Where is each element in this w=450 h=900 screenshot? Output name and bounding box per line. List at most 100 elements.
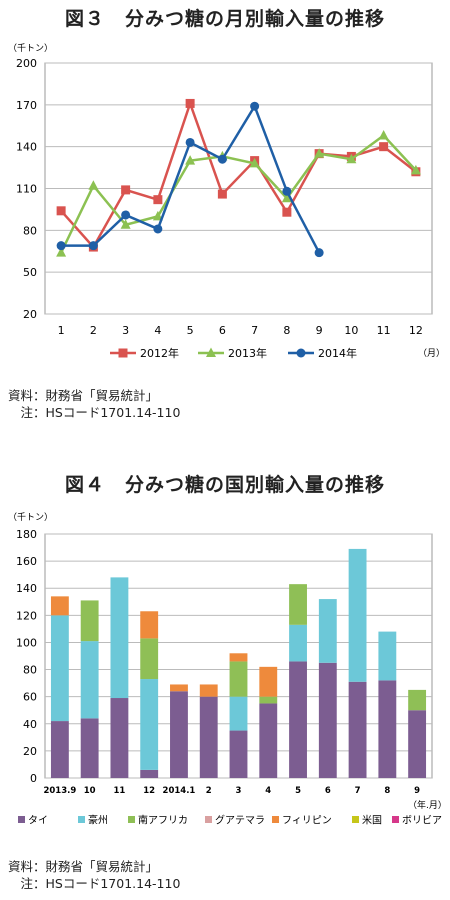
x-tick-label: 4 — [265, 786, 271, 796]
bar-segment-豪州 — [140, 679, 159, 770]
bar-segment-タイ — [110, 698, 129, 778]
legend-swatch — [128, 816, 135, 823]
x-tick-label: 7 — [355, 786, 361, 796]
bar-segment-タイ — [289, 661, 307, 778]
bar-segment-タイ — [259, 703, 278, 778]
x-tick-label: 10 — [344, 324, 358, 337]
x-tick-label: 7 — [251, 324, 258, 337]
legend-label: 豪州 — [88, 814, 108, 827]
x-tick-label: 12 — [409, 324, 423, 337]
x-tick-label: 3 — [236, 786, 242, 796]
data-point-2012年 — [379, 142, 389, 152]
data-point-2014年 — [217, 154, 227, 164]
bar-segment-豪州 — [50, 615, 69, 722]
series-line-2 — [59, 133, 417, 254]
data-point-2013年 — [249, 157, 260, 168]
bar-segment-南アフリカ — [289, 584, 307, 625]
bar-segment-タイ — [80, 718, 99, 778]
y-tick-label: 40 — [23, 718, 37, 731]
data-point-2013年 — [410, 164, 421, 175]
data-point-2012年 — [56, 206, 66, 216]
legend-label: フィリピン — [282, 815, 332, 827]
y-axis-label: （千トン） — [8, 43, 53, 54]
x-tick-label: 8 — [384, 786, 390, 796]
data-point-2014年 — [314, 248, 324, 258]
legend-swatch — [392, 816, 399, 823]
bar-segment-フィリピン — [259, 666, 278, 697]
x-axis-label: （月） — [418, 348, 445, 359]
y-tick-label: 80 — [23, 224, 37, 237]
data-point-2013年 — [120, 219, 131, 229]
x-tick-label: 2014.1 — [163, 786, 196, 796]
y-tick-label: 120 — [16, 609, 37, 622]
bar-segment-南アフリカ — [229, 661, 248, 697]
bar-segment-フィリピン — [229, 653, 248, 662]
data-point-2012年 — [185, 98, 195, 108]
x-tick-label: 1 — [58, 324, 65, 337]
y-tick-label: 100 — [16, 636, 37, 649]
data-point-2014年 — [250, 101, 260, 111]
legend-swatch — [78, 816, 85, 823]
data-point-2014年 — [282, 186, 292, 196]
bar-segment-タイ — [199, 696, 218, 778]
data-point-2012年 — [121, 185, 131, 195]
data-point-2012年 — [153, 195, 163, 205]
legend-swatch — [352, 816, 359, 823]
data-point-2014年 — [121, 210, 131, 220]
x-tick-label: 5 — [295, 786, 301, 796]
bar-segment-豪州 — [110, 577, 129, 699]
bar-segment-タイ — [229, 730, 248, 778]
legend-label: 南アフリカ — [138, 814, 188, 827]
country-import-stacked-bar-chart: 180 160 140 120 100 80 60 40 20 0 2013.9 10 11 12 2014… — [8, 512, 447, 827]
legend-label: 2014年 — [318, 346, 357, 360]
x-tick-label: 6 — [219, 324, 226, 337]
legend-marker — [296, 348, 306, 358]
x-tick-label: 9 — [316, 324, 323, 337]
legend-label: 2012年 — [140, 346, 179, 360]
y-tick-label: 50 — [23, 266, 37, 279]
legend-label: グアテマラ — [215, 814, 265, 827]
data-point-2014年 — [56, 241, 66, 251]
data-point-2013年 — [314, 148, 325, 158]
y-tick-label: 110 — [16, 183, 37, 196]
bar-segment-フィリピン — [50, 596, 69, 616]
y-tick-label: 140 — [16, 582, 37, 595]
bar-segment-フィリピン — [170, 684, 188, 692]
x-tick-label: 4 — [154, 324, 161, 337]
legend-label: タイ — [28, 815, 48, 827]
legend-label: 米国 — [362, 814, 382, 827]
bar-segment-タイ — [408, 710, 427, 778]
y-tick-label: 80 — [23, 664, 37, 677]
legend-swatch — [205, 816, 212, 823]
bar-segment-タイ — [378, 680, 397, 778]
bar-segment-タイ — [140, 769, 159, 778]
legend-label: 2013年 — [228, 346, 267, 360]
bar-segment-フィリピン — [199, 684, 218, 697]
data-point-2013年 — [281, 192, 292, 203]
data-point-2013年 — [88, 180, 99, 190]
data-point-2012年 — [217, 189, 227, 199]
figure4-title: 図４ 分みつ糖の国別輸入量の推移 — [64, 474, 385, 496]
x-axis-label: （年.月） — [408, 799, 447, 811]
y-tick-label: 200 — [16, 57, 37, 70]
data-point-2014年 — [88, 241, 98, 251]
y-tick-label: 60 — [23, 691, 37, 704]
x-tick-label: 6 — [325, 786, 331, 796]
figure3-source-note: 資料：財務省「貿易統計」 注：HSコード1701.14-110 — [8, 388, 181, 420]
x-tick-label: 5 — [187, 324, 194, 337]
x-tick-label: 11 — [114, 786, 126, 796]
bar-segment-南アフリカ — [80, 600, 99, 642]
bar-segment-タイ — [318, 662, 337, 778]
bar-segment-南アフリカ — [140, 638, 159, 680]
y-tick-label: 170 — [16, 99, 37, 112]
legend-marker — [118, 348, 128, 358]
x-tick-label: 3 — [122, 324, 129, 337]
bar-segment-豪州 — [318, 599, 337, 663]
bar-segment-タイ — [170, 691, 188, 778]
x-tick-label: 9 — [414, 786, 420, 796]
bar-segment-豪州 — [80, 641, 99, 719]
y-tick-label: 180 — [16, 528, 37, 541]
y-axis-label: （千トン） — [8, 512, 53, 523]
data-point-2012年 — [282, 207, 292, 217]
